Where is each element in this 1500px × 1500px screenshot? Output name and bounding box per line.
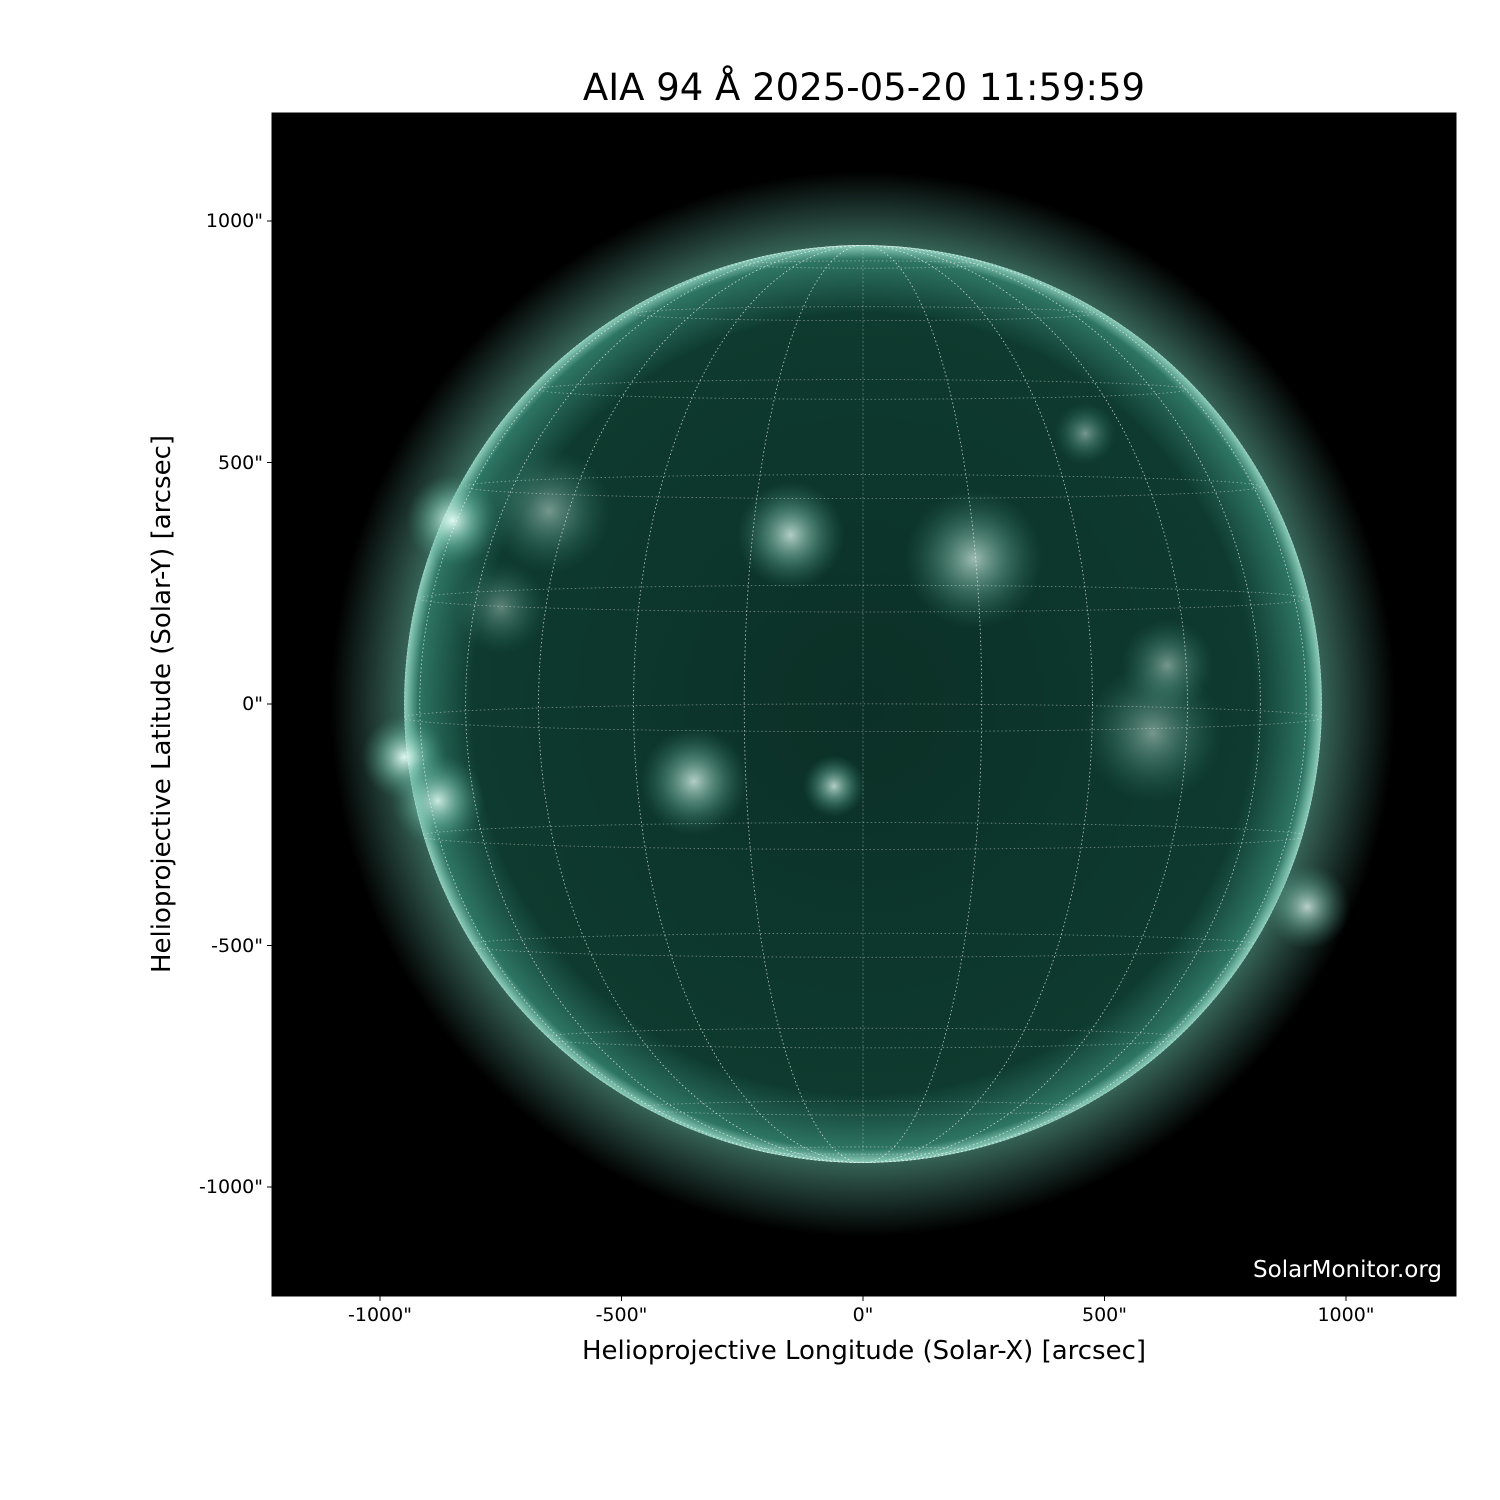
active-region <box>1120 618 1214 712</box>
x-tick-label: 1000" <box>1317 1304 1375 1326</box>
y-tick-label: -1000" <box>199 1176 263 1198</box>
active-region <box>639 727 749 836</box>
active-region <box>1264 864 1350 950</box>
longitude-line <box>419 245 1307 1163</box>
longitude-line <box>465 245 1261 1163</box>
latitude-line <box>465 474 1261 500</box>
active-region <box>736 480 845 590</box>
y-tick-label: 1000" <box>205 210 263 232</box>
y-tick-label: -500" <box>211 934 263 957</box>
latitude-line <box>743 260 983 269</box>
image-layer <box>330 171 1396 1237</box>
x-tick-label: -500" <box>595 1304 648 1326</box>
longitude-line <box>465 245 1261 1163</box>
y-tick-label: 500" <box>217 451 263 474</box>
active-regions <box>361 402 1350 950</box>
longitude-line <box>633 245 1093 1163</box>
longitude-line <box>538 245 1188 1163</box>
active-region <box>904 489 1044 629</box>
x-tick-label: 500" <box>1081 1304 1128 1326</box>
longitude-line <box>419 245 1307 1163</box>
active-region <box>1054 402 1117 465</box>
x-tick-label: -1000" <box>348 1304 412 1326</box>
x-tick-label: 0" <box>852 1304 874 1326</box>
watermark: SolarMonitor.org <box>1253 1257 1442 1283</box>
active-region <box>803 755 865 818</box>
active-region <box>454 561 548 654</box>
y-tick-label: 0" <box>242 693 263 715</box>
latitude-line <box>538 379 1188 400</box>
solar-disk <box>404 245 1322 1163</box>
active-region <box>406 474 499 567</box>
y-axis-label: Helioprojective Latitude (Solar-Y) [arcs… <box>147 434 177 974</box>
latitude-line <box>419 584 1307 613</box>
plot-title: AIA 94 Å 2025-05-20 11:59:59 <box>582 66 1146 109</box>
latitude-line <box>633 306 1093 322</box>
longitude-line <box>538 245 1188 1163</box>
active-region <box>391 754 485 847</box>
longitude-line <box>633 245 1093 1163</box>
active-region <box>487 448 611 573</box>
x-axis-label: Helioprojective Longitude (Solar-X) [arc… <box>581 1336 1147 1366</box>
